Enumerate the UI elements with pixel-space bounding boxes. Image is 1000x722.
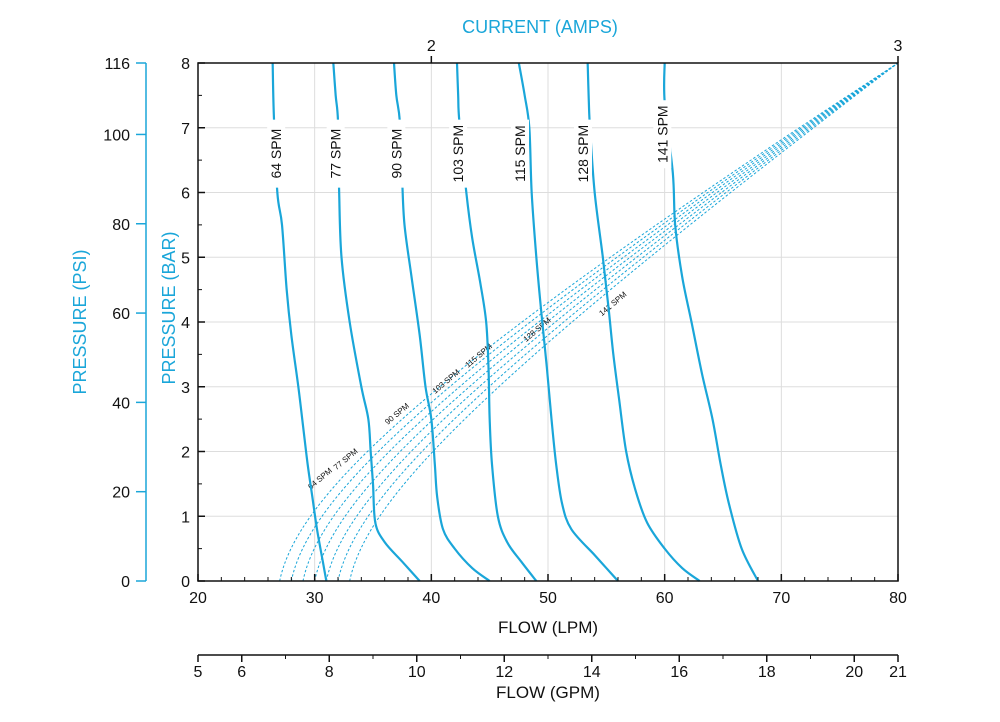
- series-label-90-spm: 90 SPM: [388, 129, 404, 179]
- y-bar-tick-label-1: 1: [181, 509, 190, 526]
- series-label-bg-64-spm: [267, 119, 286, 188]
- x-lpm-tick-label-50: 50: [539, 590, 557, 607]
- series-line-64-spm: [271, 62, 328, 582]
- current-curve-label-103-spm: 103 SPM: [431, 367, 462, 395]
- x-lpm-tick-label-30: 30: [306, 590, 324, 607]
- x-lpm-tick-label-70: 70: [772, 590, 790, 607]
- current-tick-label-2: 2: [427, 38, 436, 55]
- y-bar-tick-label-6: 6: [181, 186, 190, 203]
- y-bar-tick-label-0: 0: [181, 574, 190, 591]
- series-label-128-spm: 128 SPM: [575, 125, 591, 183]
- current-curve-103-spm: [314, 62, 899, 582]
- x-gpm-tick-label-21: 21: [889, 664, 907, 681]
- series-label-141-spm: 141 SPM: [654, 105, 670, 163]
- series-label-115-spm: 115 SPM: [512, 125, 528, 182]
- x-gpm-tick-label-18: 18: [758, 664, 776, 681]
- series-line-115-spm: [517, 62, 619, 582]
- x-lpm-tick-label-60: 60: [656, 590, 674, 607]
- current-curve-label-115-spm: 115 SPM: [463, 342, 494, 370]
- series-line-141-spm: [662, 62, 759, 582]
- series-label-bg-90-spm: [387, 119, 406, 188]
- x-gpm-tick-label-10: 10: [408, 664, 426, 681]
- series-label-103-spm: 103 SPM: [450, 125, 466, 183]
- series-label-bg-77-spm: [326, 119, 345, 188]
- flow-gpm-axis-title: FLOW (GPM): [496, 683, 600, 702]
- x-lpm-tick-label-80: 80: [889, 590, 907, 607]
- current-curve-90-spm: [302, 62, 899, 582]
- y-psi-tick-label-80: 80: [112, 217, 130, 234]
- x-lpm-tick-label-20: 20: [189, 590, 207, 607]
- y-psi-tick-label-40: 40: [112, 395, 130, 412]
- series-label-77-spm: 77 SPM: [328, 129, 344, 179]
- current-curve-label-77-spm: 77 SPM: [332, 446, 360, 471]
- y-psi-tick-label-60: 60: [112, 306, 130, 323]
- y-psi-tick-label-100: 100: [103, 127, 130, 144]
- gridlines: [197, 62, 899, 582]
- y-psi-tick-label-116: 116: [104, 56, 130, 73]
- y-psi-tick-label-20: 20: [112, 485, 130, 502]
- current-tick-label-3: 3: [894, 38, 903, 55]
- x-gpm-tick-label-8: 8: [325, 664, 334, 681]
- x-lpm-tick-label-40: 40: [422, 590, 440, 607]
- current-curve-label-90-spm: 90 SPM: [383, 401, 411, 426]
- y-bar-tick-label-3: 3: [181, 380, 190, 397]
- x-gpm-tick-label-5: 5: [194, 664, 203, 681]
- x-gpm-tick-label-14: 14: [583, 664, 601, 681]
- y-bar-tick-label-5: 5: [181, 250, 190, 267]
- series-label-bg-128-spm: [574, 119, 592, 188]
- current-curve-64-spm: [279, 62, 899, 582]
- spm-series: 64 SPM 77 SPM 90 SPM 103 SPM 115 SPM 128 SPM 1…: [267, 62, 759, 582]
- current-curve-label-141-spm: 141 SPM: [597, 290, 628, 318]
- series-label-bg-141-spm: [653, 100, 672, 169]
- y-bar-tick-label-8: 8: [181, 56, 190, 73]
- y-psi-tick-label-0: 0: [121, 574, 130, 591]
- pressure-bar-axis-title: PRESSURE (BAR): [159, 231, 179, 384]
- series-label-64-spm: 64 SPM: [268, 129, 284, 179]
- x-gpm-tick-label-20: 20: [845, 664, 863, 681]
- current-curve-141-spm: [349, 62, 899, 582]
- x-gpm-tick-label-12: 12: [495, 664, 513, 681]
- y-bar-tick-label-4: 4: [181, 315, 190, 332]
- flow-lpm-axis-title: FLOW (LPM): [498, 618, 598, 637]
- series-label-bg-115-spm: [511, 119, 529, 188]
- current-axis-title: CURRENT (AMPS): [462, 17, 618, 37]
- current-curve-77-spm: [290, 62, 899, 582]
- current-curve-128-spm: [337, 62, 899, 582]
- pressure-psi-axis-title: PRESSURE (PSI): [70, 249, 90, 394]
- series-label-bg-103-spm: [449, 119, 468, 188]
- y-bar-tick-label-2: 2: [181, 445, 190, 462]
- x-gpm-tick-label-6: 6: [237, 664, 246, 681]
- current-curve-115-spm: [325, 62, 899, 582]
- x-gpm-tick-label-16: 16: [670, 664, 688, 681]
- y-bar-tick-label-7: 7: [181, 121, 190, 138]
